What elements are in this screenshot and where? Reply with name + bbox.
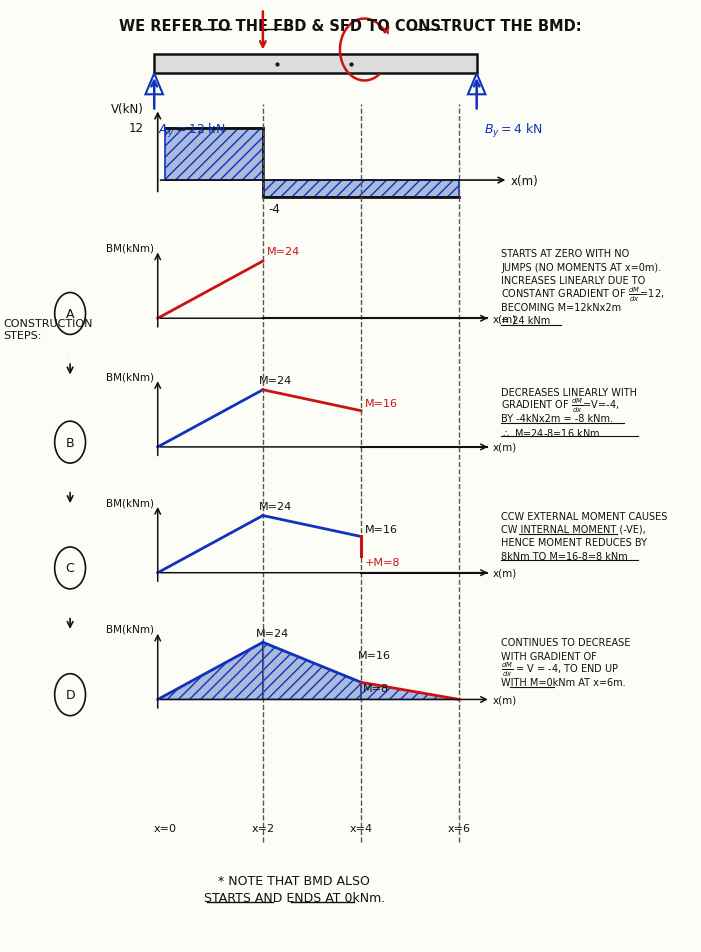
Text: D: D	[65, 688, 75, 702]
Text: CW INTERNAL MOMENT (-VE),: CW INTERNAL MOMENT (-VE),	[501, 525, 646, 534]
Text: x(m): x(m)	[493, 314, 517, 324]
Polygon shape	[263, 643, 361, 700]
Text: $A_y=12$ kN: $A_y=12$ kN	[158, 122, 225, 140]
Text: BY -4kNx2m = -8 kNm.: BY -4kNx2m = -8 kNm.	[501, 414, 613, 424]
Text: x(m): x(m)	[493, 695, 517, 704]
Text: -4: -4	[268, 203, 280, 216]
Polygon shape	[361, 683, 459, 700]
Text: * NOTE THAT BMD ALSO: * NOTE THAT BMD ALSO	[219, 874, 370, 887]
Text: INCREASES LINEARLY DUE TO: INCREASES LINEARLY DUE TO	[501, 276, 646, 286]
Text: $B_y=4$ kN: $B_y=4$ kN	[484, 122, 543, 140]
Text: WITH GRADIENT OF: WITH GRADIENT OF	[501, 651, 597, 661]
Text: $\frac{dM}{dx}$ = V = -4, TO END UP: $\frac{dM}{dx}$ = V = -4, TO END UP	[501, 660, 619, 679]
Text: BM(kNm): BM(kNm)	[107, 498, 154, 507]
Bar	[263, 181, 459, 198]
Text: BECOMING M=12kNx2m: BECOMING M=12kNx2m	[501, 303, 621, 312]
Text: CCW EXTERNAL MOMENT CAUSES: CCW EXTERNAL MOMENT CAUSES	[501, 511, 667, 521]
Text: STARTS AT ZERO WITH NO: STARTS AT ZERO WITH NO	[501, 249, 629, 259]
Text: x=6: x=6	[448, 823, 470, 833]
Text: = 24 kNm: = 24 kNm	[501, 316, 550, 326]
Text: M=24: M=24	[256, 628, 289, 638]
Text: A: A	[66, 307, 74, 321]
Text: M=16: M=16	[365, 525, 397, 534]
Text: M=24: M=24	[259, 376, 292, 386]
Text: GRADIENT OF $\frac{dM}{dx}$=V=-4,: GRADIENT OF $\frac{dM}{dx}$=V=-4,	[501, 396, 620, 415]
Text: STEPS:: STEPS:	[4, 331, 42, 341]
Text: M=8: M=8	[362, 684, 388, 693]
Text: x(m): x(m)	[493, 568, 517, 578]
Text: +M=8: +M=8	[365, 557, 400, 566]
Text: M=24: M=24	[266, 248, 299, 257]
Bar	[154, 55, 477, 74]
Text: CONSTRUCTION: CONSTRUCTION	[4, 319, 93, 328]
Text: BM(kNm): BM(kNm)	[107, 372, 154, 382]
Text: x=0: x=0	[154, 823, 176, 833]
Text: 12: 12	[129, 122, 144, 135]
Text: BM(kNm): BM(kNm)	[107, 625, 154, 634]
Text: BM(kNm): BM(kNm)	[107, 244, 154, 253]
Text: DECREASES LINEARLY WITH: DECREASES LINEARLY WITH	[501, 387, 637, 397]
Text: CONTINUES TO DECREASE: CONTINUES TO DECREASE	[501, 638, 631, 647]
Text: WE REFER TO THE FBD & SFD TO CONSTRUCT THE BMD:: WE REFER TO THE FBD & SFD TO CONSTRUCT T…	[119, 19, 582, 34]
Bar	[165, 129, 263, 181]
Text: F=16 kN: F=16 kN	[266, 0, 320, 3]
Text: V(kN): V(kN)	[111, 103, 144, 116]
Text: x(m): x(m)	[493, 443, 517, 452]
Text: WITH M=0kNm AT x=6m.: WITH M=0kNm AT x=6m.	[501, 678, 626, 687]
Text: $\therefore$ M=24-8=16 kNm.: $\therefore$ M=24-8=16 kNm.	[501, 426, 603, 438]
Text: B: B	[66, 436, 74, 449]
Text: M=16: M=16	[358, 651, 390, 661]
Text: C: C	[66, 562, 74, 575]
Text: x=2: x=2	[252, 823, 274, 833]
Text: CONSTANT GRADIENT OF $\frac{dM}{dx}$=12,: CONSTANT GRADIENT OF $\frac{dM}{dx}$=12,	[501, 285, 665, 304]
Text: STARTS AND ENDS AT 0kNm.: STARTS AND ENDS AT 0kNm.	[204, 891, 385, 904]
Text: 8kNm TO M=16-8=8 kNm: 8kNm TO M=16-8=8 kNm	[501, 551, 628, 561]
Text: M=24: M=24	[259, 502, 292, 511]
Text: x(m): x(m)	[510, 174, 538, 188]
Text: JUMPS (NO MOMENTS AT x=0m).: JUMPS (NO MOMENTS AT x=0m).	[501, 263, 661, 272]
Text: HENCE MOMENT REDUCES BY: HENCE MOMENT REDUCES BY	[501, 538, 647, 547]
Text: M=16: M=16	[365, 399, 397, 408]
Text: x=4: x=4	[350, 823, 372, 833]
Polygon shape	[158, 643, 263, 700]
